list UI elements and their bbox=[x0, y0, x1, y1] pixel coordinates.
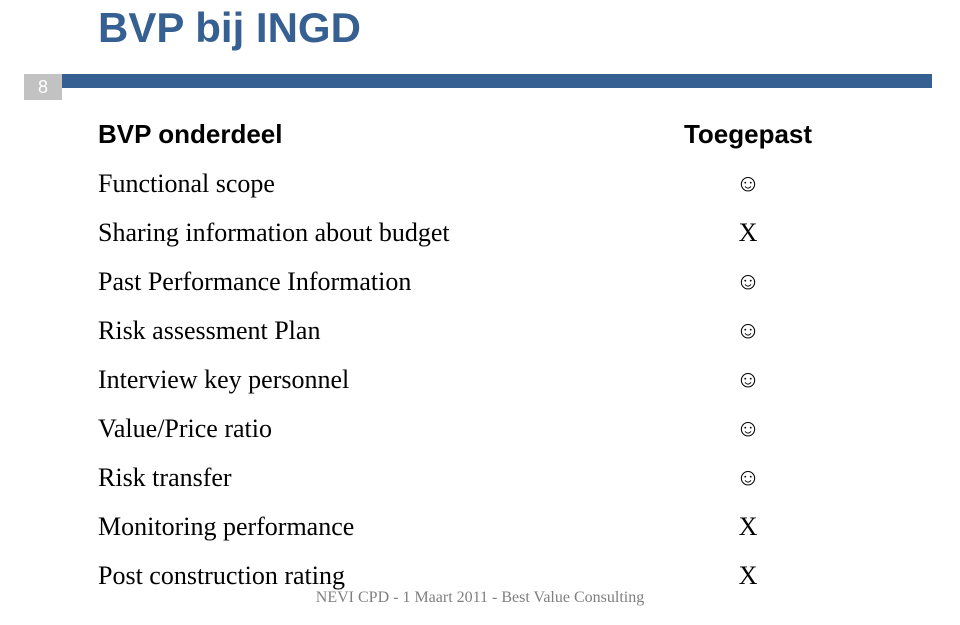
row-value: ☺ bbox=[628, 317, 868, 345]
title-divider bbox=[62, 74, 932, 88]
row-value: ☺ bbox=[628, 415, 868, 443]
row-label: Interview key personnel bbox=[98, 365, 628, 395]
row-value: ☺ bbox=[628, 464, 868, 492]
table-row: Interview key personnel ☺ bbox=[98, 355, 878, 404]
header-right: Toegepast bbox=[628, 119, 868, 150]
row-label: Risk assessment Plan bbox=[98, 316, 628, 346]
page-number-badge: 8 bbox=[24, 74, 62, 100]
row-label: Monitoring performance bbox=[98, 512, 628, 542]
header-left: BVP onderdeel bbox=[98, 119, 628, 150]
table-row: Value/Price ratio ☺ bbox=[98, 404, 878, 453]
row-value: X bbox=[628, 218, 868, 248]
row-label: Past Performance Information bbox=[98, 267, 628, 297]
table-header-row: BVP onderdeel Toegepast bbox=[98, 110, 878, 159]
table-row: Past Performance Information ☺ bbox=[98, 257, 878, 306]
table-row: Sharing information about budget X bbox=[98, 208, 878, 257]
row-label: Post construction rating bbox=[98, 561, 628, 591]
row-label: Functional scope bbox=[98, 169, 628, 199]
table-row: Risk transfer ☺ bbox=[98, 453, 878, 502]
table-row: Functional scope ☺ bbox=[98, 159, 878, 208]
row-label: Risk transfer bbox=[98, 463, 628, 493]
row-value: ☺ bbox=[628, 366, 868, 394]
row-label: Value/Price ratio bbox=[98, 414, 628, 444]
row-value: ☺ bbox=[628, 170, 868, 198]
table-row: Monitoring performance X bbox=[98, 502, 878, 551]
row-label: Sharing information about budget bbox=[98, 218, 628, 248]
row-value: X bbox=[628, 512, 868, 542]
slide-footer: NEVI CPD - 1 Maart 2011 - Best Value Con… bbox=[0, 589, 960, 607]
table-row: Risk assessment Plan ☺ bbox=[98, 306, 878, 355]
bvp-table: BVP onderdeel Toegepast Functional scope… bbox=[98, 110, 878, 600]
slide-title: BVP bij INGD bbox=[98, 4, 361, 52]
row-value: X bbox=[628, 561, 868, 591]
row-value: ☺ bbox=[628, 268, 868, 296]
